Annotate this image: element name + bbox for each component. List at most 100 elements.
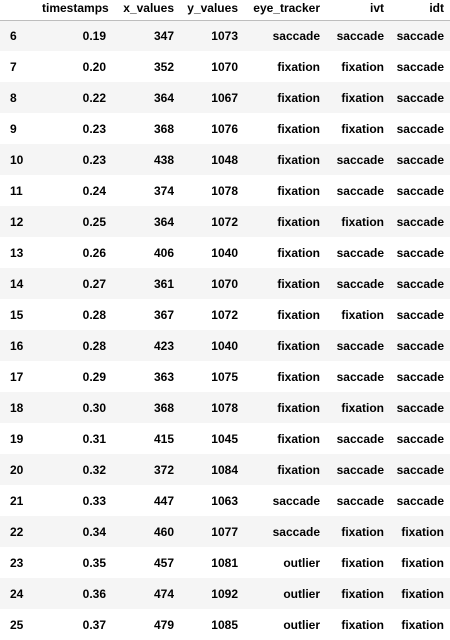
cell-x-values: 479: [153, 617, 174, 632]
row-index: 23: [10, 555, 24, 570]
header-row: timestamps x_values y_values eye_tracker…: [0, 0, 450, 21]
cell-y-values: 1072: [211, 307, 238, 322]
table-row: 8 0.22 364 1067 fixation fixation saccade: [0, 82, 450, 113]
cell-idt: saccade: [396, 152, 444, 167]
cell-eye-tracker: saccade: [272, 28, 320, 43]
cell-idt: saccade: [396, 28, 444, 43]
row-index: 20: [10, 462, 24, 477]
table-row: 20 0.32 372 1084 fixation saccade saccade: [0, 454, 450, 485]
cell-timestamps: 0.19: [82, 28, 106, 43]
cell-ivt: saccade: [336, 369, 384, 384]
cell-eye-tracker: fixation: [277, 59, 320, 74]
table-row: 16 0.28 423 1040 fixation saccade saccade: [0, 330, 450, 361]
cell-ivt: fixation: [341, 555, 384, 570]
cell-y-values: 1072: [211, 214, 238, 229]
cell-y-values: 1067: [211, 90, 238, 105]
cell-ivt: saccade: [336, 462, 384, 477]
row-index: 17: [10, 369, 24, 384]
column-header-eye-tracker: eye_tracker: [244, 0, 326, 21]
cell-ivt: fixation: [341, 121, 384, 136]
cell-timestamps: 0.30: [82, 400, 106, 415]
column-header-ivt: ivt: [326, 0, 390, 21]
cell-idt: saccade: [396, 462, 444, 477]
column-header-index: [0, 0, 36, 21]
cell-y-values: 1084: [211, 462, 238, 477]
cell-x-values: 474: [153, 586, 174, 601]
cell-timestamps: 0.28: [82, 338, 106, 353]
cell-y-values: 1070: [211, 59, 238, 74]
cell-x-values: 423: [153, 338, 174, 353]
cell-idt: fixation: [401, 617, 444, 632]
cell-timestamps: 0.23: [82, 152, 106, 167]
cell-x-values: 347: [153, 28, 174, 43]
cell-ivt: saccade: [336, 338, 384, 353]
cell-eye-tracker: fixation: [277, 431, 320, 446]
cell-y-values: 1070: [211, 276, 238, 291]
cell-ivt: saccade: [336, 431, 384, 446]
column-header-timestamps: timestamps: [36, 0, 112, 21]
cell-idt: saccade: [396, 90, 444, 105]
cell-timestamps: 0.31: [82, 431, 106, 446]
table-row: 12 0.25 364 1072 fixation fixation saccade: [0, 206, 450, 237]
cell-eye-tracker: fixation: [277, 369, 320, 384]
table-row: 11 0.24 374 1078 fixation saccade saccade: [0, 175, 450, 206]
table-row: 13 0.26 406 1040 fixation saccade saccade: [0, 237, 450, 268]
row-index: 6: [10, 28, 17, 43]
cell-timestamps: 0.27: [82, 276, 106, 291]
cell-ivt: fixation: [341, 617, 384, 632]
row-index: 19: [10, 431, 24, 446]
cell-y-values: 1073: [211, 28, 238, 43]
column-header-idt: idt: [390, 0, 450, 21]
column-header-x-values: x_values: [112, 0, 180, 21]
table-row: 7 0.20 352 1070 fixation fixation saccade: [0, 51, 450, 82]
row-index: 16: [10, 338, 24, 353]
cell-x-values: 374: [153, 183, 174, 198]
row-index: 14: [10, 276, 24, 291]
cell-timestamps: 0.20: [82, 59, 106, 74]
cell-x-values: 361: [153, 276, 174, 291]
cell-ivt: saccade: [336, 276, 384, 291]
cell-idt: saccade: [396, 400, 444, 415]
table-row: 9 0.23 368 1076 fixation fixation saccade: [0, 113, 450, 144]
cell-eye-tracker: fixation: [277, 152, 320, 167]
cell-eye-tracker: fixation: [277, 338, 320, 353]
cell-x-values: 372: [153, 462, 174, 477]
cell-timestamps: 0.35: [82, 555, 106, 570]
cell-eye-tracker: outlier: [283, 586, 320, 601]
cell-x-values: 368: [153, 400, 174, 415]
row-index: 18: [10, 400, 24, 415]
cell-ivt: fixation: [341, 400, 384, 415]
cell-y-values: 1081: [211, 555, 238, 570]
table-row: 10 0.23 438 1048 fixation saccade saccade: [0, 144, 450, 175]
row-index: 8: [10, 90, 17, 105]
cell-x-values: 363: [153, 369, 174, 384]
cell-idt: fixation: [401, 555, 444, 570]
row-index: 9: [10, 121, 17, 136]
cell-idt: saccade: [396, 369, 444, 384]
cell-timestamps: 0.29: [82, 369, 106, 384]
cell-eye-tracker: saccade: [272, 524, 320, 539]
cell-eye-tracker: saccade: [272, 493, 320, 508]
table-row: 14 0.27 361 1070 fixation saccade saccade: [0, 268, 450, 299]
table-row: 19 0.31 415 1045 fixation saccade saccade: [0, 423, 450, 454]
cell-y-values: 1078: [211, 400, 238, 415]
cell-y-values: 1040: [211, 338, 238, 353]
table-row: 18 0.30 368 1078 fixation fixation saccade: [0, 392, 450, 423]
cell-y-values: 1048: [211, 152, 238, 167]
cell-eye-tracker: fixation: [277, 276, 320, 291]
cell-eye-tracker: fixation: [277, 121, 320, 136]
cell-eye-tracker: outlier: [283, 617, 320, 632]
table-row: 24 0.36 474 1092 outlier fixation fixation: [0, 578, 450, 609]
cell-timestamps: 0.22: [82, 90, 106, 105]
cell-idt: saccade: [396, 493, 444, 508]
cell-y-values: 1092: [211, 586, 238, 601]
cell-ivt: saccade: [336, 493, 384, 508]
cell-ivt: fixation: [341, 214, 384, 229]
cell-eye-tracker: fixation: [277, 214, 320, 229]
cell-idt: saccade: [396, 307, 444, 322]
cell-idt: saccade: [396, 245, 444, 260]
cell-y-values: 1085: [211, 617, 238, 632]
cell-y-values: 1076: [211, 121, 238, 136]
row-index: 11: [10, 183, 23, 198]
